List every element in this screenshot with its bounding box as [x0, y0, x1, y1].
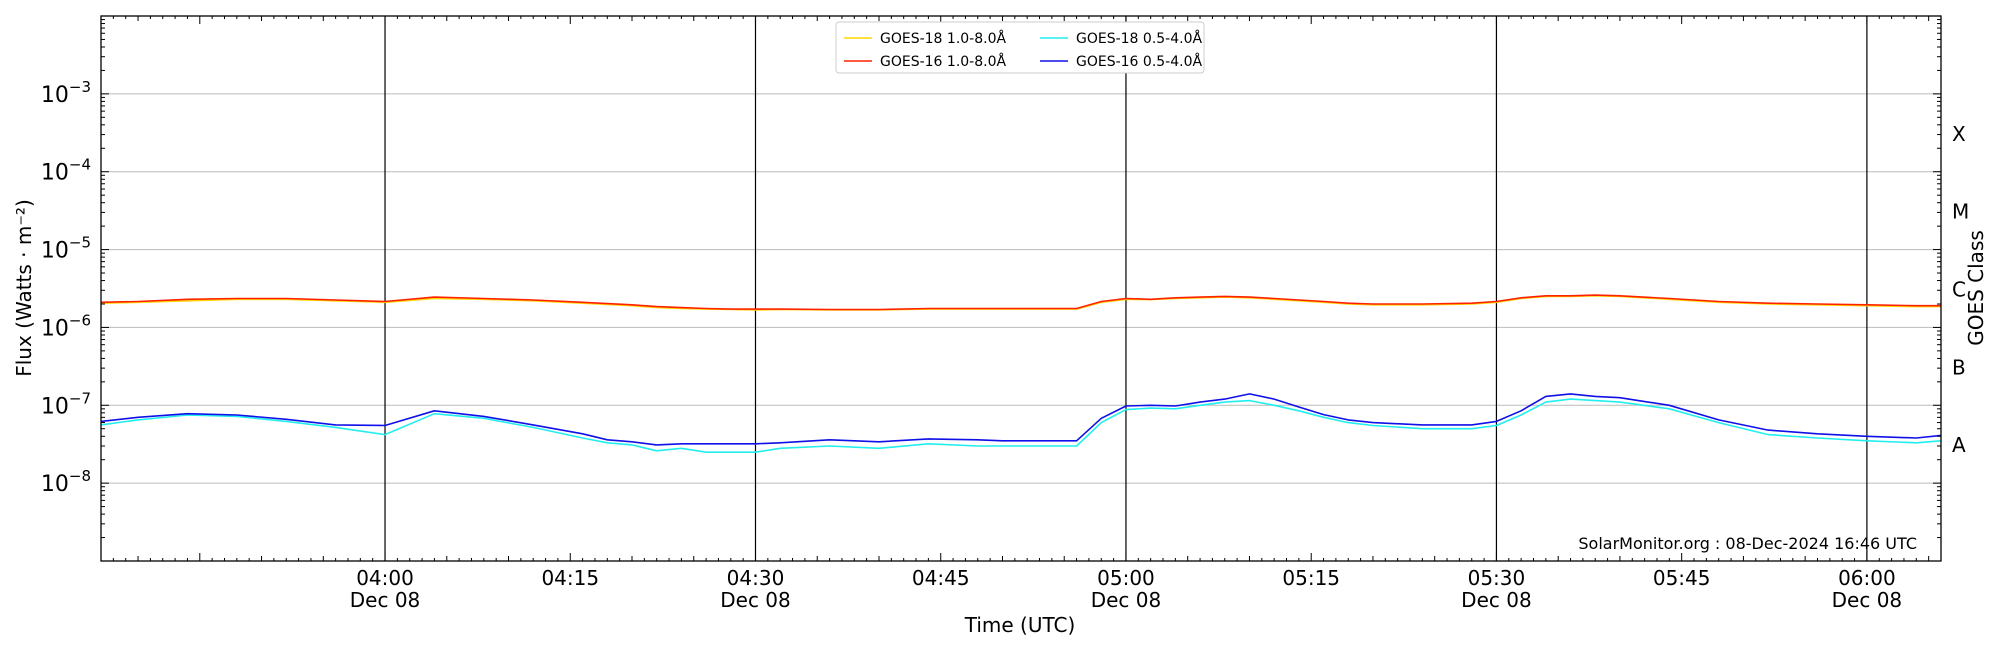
x-tick-label: 06:00	[1838, 566, 1896, 590]
goes-class-label: A	[1952, 433, 1966, 457]
legend-label-goes18-long: GOES-18 1.0-8.0Å	[880, 30, 1006, 47]
series-line	[100, 398, 1942, 454]
series-layer	[100, 294, 1942, 454]
x-tick-label: 04:00	[356, 566, 414, 590]
legend-label-goes18-short: GOES-18 0.5-4.0Å	[1076, 30, 1202, 47]
x-tick-sublabel: Dec 08	[720, 588, 791, 612]
y-axis-ticks: 10−3 10−4 10−5 10−6 10−7 10−8	[41, 19, 1941, 562]
x-tick-sublabel: Dec 08	[1091, 588, 1162, 612]
legend-box	[835, 21, 1205, 74]
legend-label-goes16-long: GOES-16 1.0-8.0Å	[880, 53, 1006, 70]
goes-class-labels: X M C B A	[1952, 122, 1969, 457]
series-line	[100, 393, 1942, 446]
x-tick-label: 04:45	[912, 566, 970, 590]
legend: GOES-18 1.0-8.0Å GOES-16 1.0-8.0Å GOES-1…	[835, 21, 1205, 74]
y-tick-label: 10−3	[41, 78, 91, 108]
y-tick-label: 10−7	[41, 389, 91, 419]
x-axis-label: Time (UTC)	[964, 613, 1076, 637]
x-tick-label: 05:30	[1468, 566, 1526, 590]
y-axis-label: Flux (Watts · m⁻²)	[12, 199, 36, 377]
x-tick-sublabel: Dec 08	[350, 588, 421, 612]
vertical-lines-layer	[384, 16, 1868, 561]
goes-class-label: M	[1952, 200, 1969, 224]
x-tick-sublabel: Dec 08	[1461, 588, 1532, 612]
x-tick-label: 05:45	[1653, 566, 1711, 590]
plot-frame	[100, 15, 1942, 562]
goes-class-label: C	[1952, 278, 1966, 302]
y-tick-label: 10−6	[41, 311, 91, 341]
x-tick-label: 04:15	[541, 566, 599, 590]
goes-class-label: X	[1952, 122, 1966, 146]
y-tick-label: 10−5	[41, 234, 91, 264]
x-tick-sublabel: Dec 08	[1832, 588, 1903, 612]
right-axis-label: GOES Class	[1964, 230, 1988, 346]
x-tick-label: 04:30	[727, 566, 785, 590]
x-tick-label: 05:00	[1097, 566, 1155, 590]
source-annotation: SolarMonitor.org : 08-Dec-2024 16:46 UTC	[1578, 534, 1917, 553]
series-line	[100, 294, 1941, 311]
y-tick-label: 10−8	[41, 467, 91, 497]
y-tick-label: 10−4	[41, 156, 91, 186]
goes-class-label: B	[1952, 355, 1966, 379]
grid-layer	[101, 93, 1941, 484]
x-tick-label: 05:15	[1282, 566, 1340, 590]
legend-label-goes16-short: GOES-16 0.5-4.0Å	[1076, 53, 1202, 70]
